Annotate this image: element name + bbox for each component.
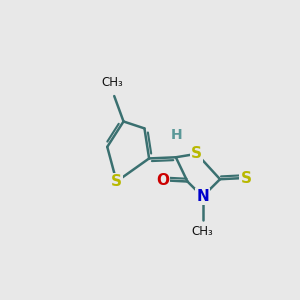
Text: CH₃: CH₃: [101, 76, 123, 89]
Text: S: S: [241, 171, 252, 186]
Text: N: N: [196, 189, 209, 204]
Text: S: S: [191, 146, 202, 161]
Text: S: S: [111, 174, 122, 189]
Text: CH₃: CH₃: [192, 225, 214, 239]
Text: H: H: [171, 128, 183, 142]
Text: O: O: [156, 173, 169, 188]
